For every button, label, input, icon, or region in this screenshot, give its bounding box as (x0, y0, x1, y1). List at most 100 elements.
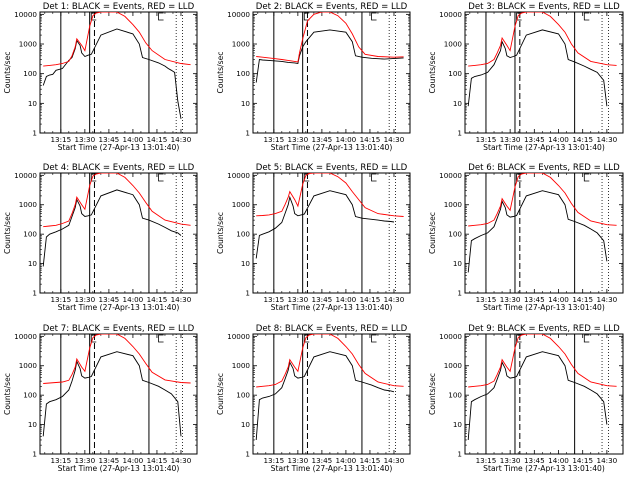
x-tick-label: 14:30 (384, 295, 405, 304)
x-tick-label: 14:15 (147, 456, 168, 465)
interval-bracket (371, 12, 377, 21)
y-tick-label: 10 (28, 420, 38, 429)
series-events-line (42, 189, 182, 267)
x-tick-label: 13:15 (50, 456, 71, 465)
x-tick-label: 13:30 (287, 456, 308, 465)
interval-bracket (583, 173, 590, 182)
x-tick-label: 14:00 (123, 456, 144, 465)
panel-title: Det 3: BLACK = Events, RED = LLD (468, 2, 620, 12)
y-tick-label: 10 (28, 99, 38, 108)
y-tick-label: 1000 (232, 200, 251, 209)
interval-bracket (90, 173, 97, 182)
x-tick-label: 14:30 (171, 456, 192, 465)
panel-title: Det 8: BLACK = Events, RED = LLD (256, 324, 408, 334)
y-tick-label: 10000 (14, 171, 37, 180)
y-tick-label: 1 (32, 289, 37, 298)
x-tick-label: 13:30 (287, 295, 308, 304)
x-axis-label: Start Time (27-Apr-13 13:01:40) (483, 464, 605, 473)
y-tick-label: 10 (453, 420, 463, 429)
x-tick-label: 14:30 (171, 135, 192, 144)
y-axis-label: Counts/sec (428, 373, 437, 415)
x-tick-label: 14:00 (123, 295, 144, 304)
x-tick-label: 13:15 (263, 295, 284, 304)
x-axis-label: Start Time (27-Apr-13 13:01:40) (483, 303, 605, 312)
x-tick-label: 13:30 (74, 295, 95, 304)
interval-bracket (371, 334, 377, 343)
y-tick-label: 10 (28, 259, 38, 268)
interval-bracket (516, 334, 522, 343)
x-tick-label: 14:00 (548, 295, 569, 304)
y-tick-label: 1000 (19, 361, 38, 370)
interval-bracket (90, 334, 97, 343)
y-tick-label: 1 (245, 450, 250, 459)
x-tick-label: 13:30 (500, 456, 521, 465)
panel-title: Det 1: BLACK = Events, RED = LLD (43, 2, 195, 12)
series-lld-line (468, 12, 617, 67)
x-axis-label: Start Time (27-Apr-13 13:01:40) (483, 143, 605, 152)
x-tick-label: 13:15 (263, 135, 284, 144)
y-tick-label: 10000 (439, 171, 462, 180)
x-axis-label: Start Time (27-Apr-13 13:01:40) (58, 464, 180, 473)
x-tick-label: 14:15 (572, 135, 593, 144)
x-tick-label: 14:15 (572, 295, 593, 304)
x-tick-label: 14:00 (123, 135, 144, 144)
y-tick-label: 10000 (227, 171, 250, 180)
y-tick-label: 10 (241, 420, 251, 429)
y-tick-label: 100 (236, 391, 250, 400)
panel-det-3 (464, 11, 624, 134)
x-tick-label: 14:15 (360, 295, 381, 304)
y-axis-label: Counts/sec (216, 373, 225, 415)
series-events-line (42, 28, 182, 119)
x-tick-label: 14:00 (336, 135, 357, 144)
x-tick-label: 14:15 (572, 456, 593, 465)
y-tick-label: 10000 (14, 10, 37, 19)
y-tick-label: 10 (241, 99, 251, 108)
x-tick-label: 13:15 (476, 456, 497, 465)
x-tick-label: 14:30 (171, 295, 192, 304)
x-tick-label: 14:15 (360, 456, 381, 465)
plot-frame (39, 172, 198, 294)
panel-title: Det 7: BLACK = Events, RED = LLD (43, 324, 195, 334)
y-tick-label: 1 (457, 289, 462, 298)
x-axis-label: Start Time (27-Apr-13 13:01:40) (271, 464, 393, 473)
series-lld-line (43, 173, 191, 228)
y-tick-label: 1000 (232, 40, 251, 49)
series-lld-line (468, 173, 617, 227)
x-axis-label: Start Time (27-Apr-13 13:01:40) (58, 303, 180, 312)
x-tick-label: 13:30 (287, 135, 308, 144)
y-tick-label: 1000 (19, 40, 38, 49)
x-tick-label: 13:45 (312, 135, 333, 144)
series-events-line (467, 190, 608, 273)
x-tick-label: 14:30 (384, 135, 405, 144)
y-tick-label: 1 (457, 129, 462, 138)
y-tick-label: 100 (23, 69, 37, 78)
x-tick-label: 13:45 (524, 456, 545, 465)
x-tick-label: 13:15 (476, 295, 497, 304)
panel-title: Det 5: BLACK = Events, RED = LLD (256, 163, 408, 173)
y-tick-label: 1000 (444, 361, 463, 370)
x-tick-label: 13:45 (99, 295, 120, 304)
interval-bracket (158, 12, 164, 21)
x-tick-label: 13:45 (524, 295, 545, 304)
series-lld-line (256, 173, 404, 217)
x-tick-label: 13:30 (74, 456, 95, 465)
x-tick-label: 13:45 (99, 456, 120, 465)
y-tick-label: 10000 (439, 10, 462, 19)
plot-frame (252, 11, 411, 134)
interval-bracket (583, 12, 590, 21)
panel-det-7 (39, 333, 198, 455)
y-tick-label: 10000 (227, 10, 250, 19)
series-events-line (467, 351, 608, 441)
panel-det-6 (464, 172, 624, 294)
series-lld-line (256, 334, 404, 388)
x-tick-label: 14:30 (597, 135, 618, 144)
y-tick-label: 100 (236, 69, 250, 78)
plot-frame (464, 11, 624, 134)
x-tick-label: 14:15 (147, 295, 168, 304)
interval-bracket (158, 173, 164, 182)
series-events-line (467, 29, 608, 107)
panel-title: Det 2: BLACK = Events, RED = LLD (256, 2, 408, 12)
x-tick-label: 13:15 (476, 135, 497, 144)
x-axis-label: Start Time (27-Apr-13 13:01:40) (271, 303, 393, 312)
y-tick-label: 1 (32, 450, 37, 459)
